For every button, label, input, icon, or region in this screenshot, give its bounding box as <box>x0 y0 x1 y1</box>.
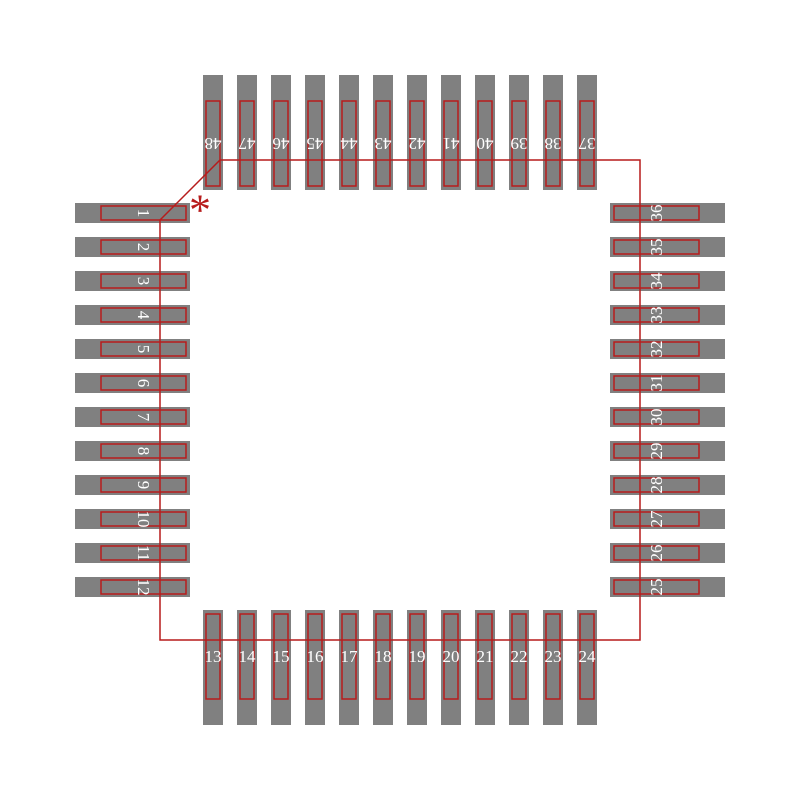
pin-label-45: 45 <box>307 134 324 153</box>
pin1-marker: * <box>189 186 211 235</box>
pin-label-36: 36 <box>647 205 666 222</box>
pin-label-7: 7 <box>134 413 153 422</box>
pin-label-44: 44 <box>340 134 358 153</box>
pin-label-13: 13 <box>205 647 222 666</box>
pin-label-2: 2 <box>134 243 153 252</box>
pin-label-22: 22 <box>511 647 528 666</box>
pin-label-16: 16 <box>307 647 324 666</box>
pin-label-4: 4 <box>134 311 153 320</box>
pin-label-23: 23 <box>545 647 562 666</box>
pin-label-8: 8 <box>134 447 153 456</box>
pin-label-17: 17 <box>341 647 359 666</box>
pin-label-6: 6 <box>134 379 153 388</box>
pin-label-14: 14 <box>239 647 257 666</box>
pin-label-31: 31 <box>647 375 666 392</box>
pin-label-28: 28 <box>647 477 666 494</box>
pin-label-12: 12 <box>134 579 153 596</box>
pin-label-3: 3 <box>134 277 153 286</box>
pin-label-24: 24 <box>579 647 597 666</box>
pin-label-29: 29 <box>647 443 666 460</box>
pin-label-18: 18 <box>375 647 392 666</box>
qfp-footprint-diagram: 1234567891011121314151617181920212223242… <box>0 0 800 799</box>
pin-label-25: 25 <box>647 579 666 596</box>
pin-label-26: 26 <box>647 545 666 562</box>
pin-label-27: 27 <box>647 510 666 528</box>
pin-label-47: 47 <box>238 134 256 153</box>
pin-label-41: 41 <box>443 134 460 153</box>
pin-label-9: 9 <box>134 481 153 490</box>
pin-label-40: 40 <box>477 134 494 153</box>
pin-label-38: 38 <box>545 134 562 153</box>
package-body-outline <box>160 160 640 640</box>
pin-label-39: 39 <box>511 134 528 153</box>
pin-label-37: 37 <box>578 134 596 153</box>
pin-label-32: 32 <box>647 341 666 358</box>
pin-label-21: 21 <box>477 647 494 666</box>
pin-label-1: 1 <box>134 209 153 218</box>
pin-label-46: 46 <box>273 134 290 153</box>
pin-label-30: 30 <box>647 409 666 426</box>
pin-label-42: 42 <box>409 134 426 153</box>
pin-label-33: 33 <box>647 307 666 324</box>
pin-label-10: 10 <box>134 511 153 528</box>
pin-label-11: 11 <box>134 545 153 561</box>
pin-label-34: 34 <box>647 272 666 290</box>
pin-label-19: 19 <box>409 647 426 666</box>
pin-label-5: 5 <box>134 345 153 354</box>
pin-label-20: 20 <box>443 647 460 666</box>
pin-label-35: 35 <box>647 239 666 256</box>
pin-label-48: 48 <box>205 134 222 153</box>
pin-label-15: 15 <box>273 647 290 666</box>
pin-label-43: 43 <box>375 134 392 153</box>
